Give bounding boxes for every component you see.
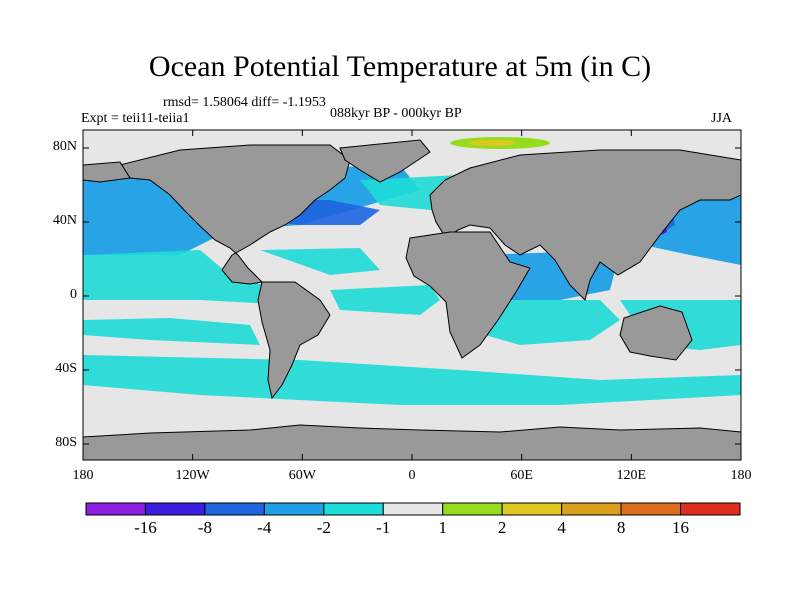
map-field <box>83 130 741 460</box>
lon-tick-label: 0 <box>408 468 416 483</box>
lat-tick-label: 40N <box>52 213 77 228</box>
colorbar-swatch <box>442 502 503 516</box>
land-north-america <box>119 144 351 285</box>
lon-tick-label: 180 <box>730 468 752 483</box>
lon-tick-label: 60W <box>288 468 316 483</box>
land-greenland <box>339 139 431 183</box>
colorbar-label: -4 <box>257 518 272 537</box>
land-africa <box>405 231 531 359</box>
colorbar-swatch <box>620 502 682 516</box>
lon-tick-label: 120W <box>175 468 210 483</box>
colorbar-swatch <box>85 502 146 516</box>
period-label: 088kyr BP - 000kyr BP <box>330 106 462 121</box>
colorbar-swatch <box>323 502 384 516</box>
land-australia <box>619 305 693 361</box>
colorbar-label: 8 <box>616 518 626 537</box>
colorbar-swatch <box>561 502 622 516</box>
colorbar-swatch <box>501 502 563 516</box>
colorbar-label: 4 <box>557 518 566 537</box>
lon-tick-label: 180 <box>72 468 94 483</box>
land-alaska <box>83 161 131 183</box>
lon-tick-label: 120E <box>616 468 647 483</box>
colorbar-swatch <box>382 502 444 516</box>
colorbar-label: 16 <box>672 518 690 537</box>
colorbar-label: -16 <box>134 518 157 537</box>
plot-title: Ocean Potential Temperature at 5m (in C) <box>148 50 652 83</box>
lat-tick-label: 0 <box>70 287 77 302</box>
colorbar-swatch <box>144 502 206 516</box>
season-label: JJA <box>711 111 733 126</box>
land-south-america <box>257 281 331 400</box>
axis-ticks <box>82 130 742 460</box>
colorbar-label: -2 <box>316 518 331 537</box>
colorbar-label: -8 <box>197 518 212 537</box>
colorbar-label: 1 <box>438 518 447 537</box>
colorbar-swatch <box>204 502 265 516</box>
lat-tick-label: 80S <box>55 435 77 450</box>
lat-tick-label: 80N <box>52 139 77 154</box>
land-antarctica <box>83 424 741 460</box>
land-eurasia <box>429 149 741 301</box>
stats-text: rmsd= 1.58064 diff= -1.1953 <box>163 95 326 110</box>
colorbar-label: 2 <box>497 518 507 537</box>
experiment-label: Expt = teii11-teiia1 <box>81 111 190 126</box>
land-masses <box>83 139 741 460</box>
lon-tick-label: 60E <box>510 468 533 483</box>
colorbar-swatch <box>680 502 741 516</box>
colorbar <box>85 502 741 516</box>
colorbar-label: -1 <box>376 518 391 537</box>
colorbar-swatch <box>263 502 325 516</box>
lat-tick-label: 40S <box>55 361 77 376</box>
